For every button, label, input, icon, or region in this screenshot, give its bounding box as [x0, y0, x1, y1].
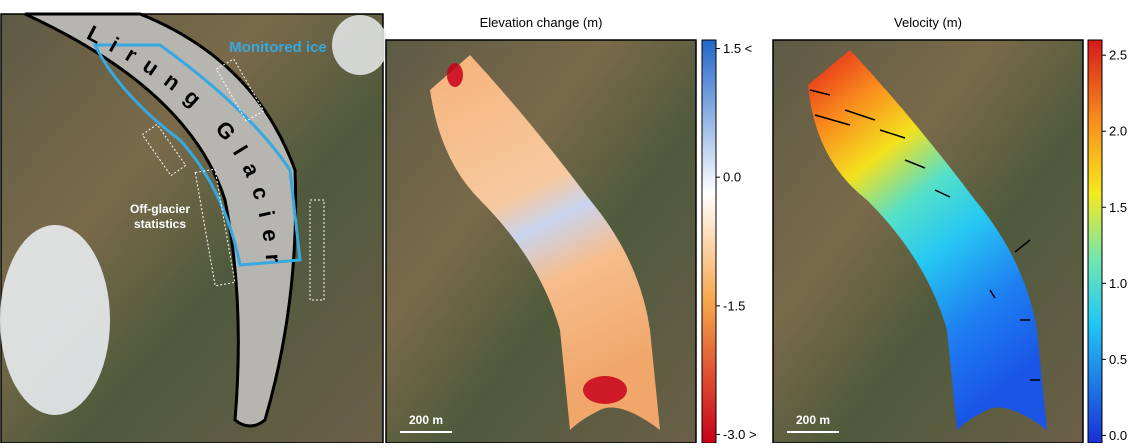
velocity-panel: Velocity (m) 200 m [772, 15, 1103, 444]
glacier-outline [24, 12, 298, 428]
arrow [934, 189, 951, 198]
arrow [809, 89, 831, 96]
colorbar-tick-label: 0.0 [1109, 428, 1127, 443]
colorbar-tick-label: -3.0 > [723, 427, 757, 442]
monitored-label: Monitored ice [229, 39, 327, 56]
colorbar-tick-label: 1.0 [1109, 276, 1127, 291]
colorbar-tick-label: 2.0 [1109, 124, 1127, 139]
off-glacier-label: statistics [134, 217, 186, 231]
velocity-map [808, 50, 1047, 430]
arrow [879, 129, 906, 139]
loss-area [447, 63, 463, 87]
monitored-ice-outline [92, 43, 302, 267]
colorbar-tick-label: -1.5 [723, 298, 745, 313]
colorbar [701, 39, 717, 444]
arrow [1014, 239, 1031, 253]
arrow [904, 159, 926, 169]
panel-title: Elevation change (m) [480, 15, 603, 30]
off-glacier-area [194, 168, 236, 287]
elevation-panel: Elevation change (m) 200 m [385, 15, 717, 444]
colorbar [1087, 39, 1103, 444]
scale-bar-label: 200 m [796, 413, 830, 427]
arrow [814, 114, 851, 126]
overview-panel: Lirung Glacier Monitored ice Off-glacier… [0, 12, 388, 444]
colorbar-tick-label: 0.0 [723, 170, 741, 185]
velocity-arrows [809, 89, 1040, 381]
colorbar-tick-label: 1.5 < [723, 41, 752, 56]
colorbar-tick-label: 0.5 [1109, 352, 1127, 367]
off-glacier-area [141, 123, 187, 177]
elevation-change-map [430, 55, 660, 430]
off-glacier-area [215, 58, 265, 122]
colorbar-tick-label: 2.5 [1109, 48, 1127, 63]
arrow [844, 109, 876, 121]
arrow [989, 289, 996, 299]
off-glacier-area [309, 199, 325, 301]
colorbar-tick-label: 1.5 [1109, 200, 1127, 215]
cloud [0, 225, 110, 415]
off-glacier-label: Off-glacier [130, 202, 190, 216]
cloud [332, 15, 388, 75]
loss-area [583, 376, 627, 404]
panel-title: Velocity (m) [894, 15, 962, 30]
scale-bar-label: 200 m [409, 413, 443, 427]
